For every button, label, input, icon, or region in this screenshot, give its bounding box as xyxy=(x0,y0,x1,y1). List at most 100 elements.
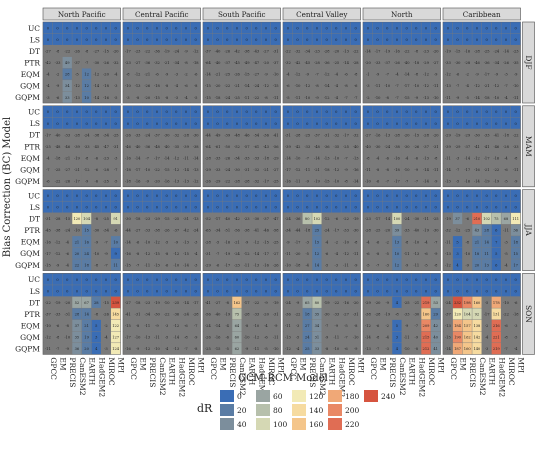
heatmap-cell xyxy=(392,175,402,187)
heatmap-cell xyxy=(331,56,341,69)
heatmap-cell xyxy=(351,189,361,201)
heatmap-cell xyxy=(171,106,181,118)
heatmap-cell xyxy=(52,189,63,201)
cell-value-label: -17 xyxy=(484,73,491,77)
heatmap-cell xyxy=(351,117,361,129)
cell-value-label: -8 xyxy=(245,324,249,328)
heatmap-cell xyxy=(111,236,121,248)
cell-value-label: -11 xyxy=(295,180,301,184)
heatmap-cell xyxy=(171,68,181,80)
heatmap-cell xyxy=(443,45,453,57)
cell-value-label: -17 xyxy=(45,252,52,256)
heatmap-cell xyxy=(123,296,133,308)
cell-value-label: -10 xyxy=(164,301,171,305)
heatmap-cell xyxy=(372,343,383,355)
cell-value-label: 20 xyxy=(475,263,480,267)
heatmap-cell xyxy=(271,343,281,355)
cell-value-label: 18 xyxy=(84,263,89,267)
heatmap-cell xyxy=(241,22,252,34)
cell-value-label: -33 xyxy=(135,133,142,137)
cell-value-label: 0 xyxy=(265,110,268,114)
heatmap-cell xyxy=(372,129,383,141)
cell-value-label: 0 xyxy=(265,122,268,126)
heatmap-cell xyxy=(251,152,261,164)
heatmap-cell xyxy=(171,285,181,297)
heatmap-cell xyxy=(462,236,472,248)
cell-value-label: -51 xyxy=(224,229,230,233)
cell-value-label: -13 xyxy=(445,84,452,88)
heatmap-cell xyxy=(212,296,223,308)
heatmap-cell xyxy=(43,163,53,176)
heatmap-cell xyxy=(421,308,431,320)
cell-value-label: -5 xyxy=(424,263,428,267)
heatmap-cell xyxy=(363,259,373,271)
cell-value-label: 120 xyxy=(454,313,462,317)
heatmap-cell xyxy=(171,212,181,225)
heatmap-cell xyxy=(462,273,472,285)
heatmap-cell xyxy=(152,129,162,141)
cell-value-label: 0 xyxy=(456,26,459,30)
x-tick-label: EARTH xyxy=(488,357,497,385)
heatmap-cell xyxy=(511,212,521,225)
cell-value-label: -12 xyxy=(193,50,199,54)
heatmap-cell xyxy=(241,33,252,45)
heatmap-cell xyxy=(62,236,72,248)
x-tick-label: MIROC xyxy=(427,357,436,385)
heatmap-cell xyxy=(222,236,232,248)
heatmap-cell xyxy=(43,296,53,308)
cell-value-label: -4 xyxy=(405,156,409,160)
cell-value-label: -10 xyxy=(333,156,340,160)
cell-value-label: -10 xyxy=(404,347,411,351)
cell-value-label: 0 xyxy=(136,38,139,42)
cell-value-label: 0 xyxy=(245,278,248,282)
cell-value-label: 198 xyxy=(464,301,472,305)
heatmap-cell xyxy=(111,212,121,225)
cell-value-label: -8 xyxy=(344,84,348,88)
cell-value-label: -24 xyxy=(493,50,500,54)
cell-value-label: 0 xyxy=(275,110,278,114)
heatmap-cell xyxy=(443,140,453,152)
heatmap-cell xyxy=(191,343,201,355)
heatmap-cell xyxy=(142,163,152,176)
heatmap-cell xyxy=(62,308,72,320)
heatmap-cell xyxy=(501,175,511,187)
heatmap-cell xyxy=(283,56,293,69)
cell-value-label: 0 xyxy=(306,38,309,42)
cell-value-label: -46 xyxy=(64,145,71,149)
cell-value-label: -23 xyxy=(144,301,151,305)
cell-value-label: -20 xyxy=(64,301,71,305)
heatmap-cell xyxy=(142,22,152,34)
cell-value-label: -30 xyxy=(253,217,260,221)
heatmap-cell xyxy=(382,33,392,45)
cell-value-label: -9 xyxy=(456,96,460,100)
cell-value-label: 0 xyxy=(425,194,428,198)
cell-value-label: 4 xyxy=(95,347,98,351)
cell-value-label: -46 xyxy=(244,133,251,137)
heatmap-cell xyxy=(443,163,453,176)
cell-value-label: -13 xyxy=(173,347,180,351)
heatmap-cell xyxy=(142,319,152,332)
heatmap-cell xyxy=(271,80,281,92)
heatmap-cell xyxy=(72,331,82,343)
heatmap-cell xyxy=(62,140,72,152)
cell-value-label: -23 xyxy=(423,50,430,54)
cell-value-label: -46 xyxy=(493,145,500,149)
cell-value-label: -8 xyxy=(385,168,389,172)
cell-value-label: 0 xyxy=(95,289,98,293)
heatmap-cell xyxy=(411,140,421,152)
heatmap-cell xyxy=(81,45,92,57)
cell-value-label: -18 xyxy=(135,217,142,221)
heatmap-cell xyxy=(321,285,332,297)
heatmap-cell xyxy=(261,273,271,285)
heatmap-cell xyxy=(52,273,63,285)
heatmap-cell xyxy=(181,247,191,259)
heatmap-cell xyxy=(382,319,392,332)
heatmap-cell xyxy=(212,68,223,80)
cell-value-label: -6 xyxy=(165,263,169,267)
cell-value-label: -37 xyxy=(224,61,231,65)
cell-value-label: -8 xyxy=(126,73,130,77)
cell-value-label: 0 xyxy=(245,26,248,30)
cell-value-label: -26 xyxy=(103,313,110,317)
heatmap-cell xyxy=(181,163,191,176)
heatmap-cell xyxy=(491,343,501,355)
